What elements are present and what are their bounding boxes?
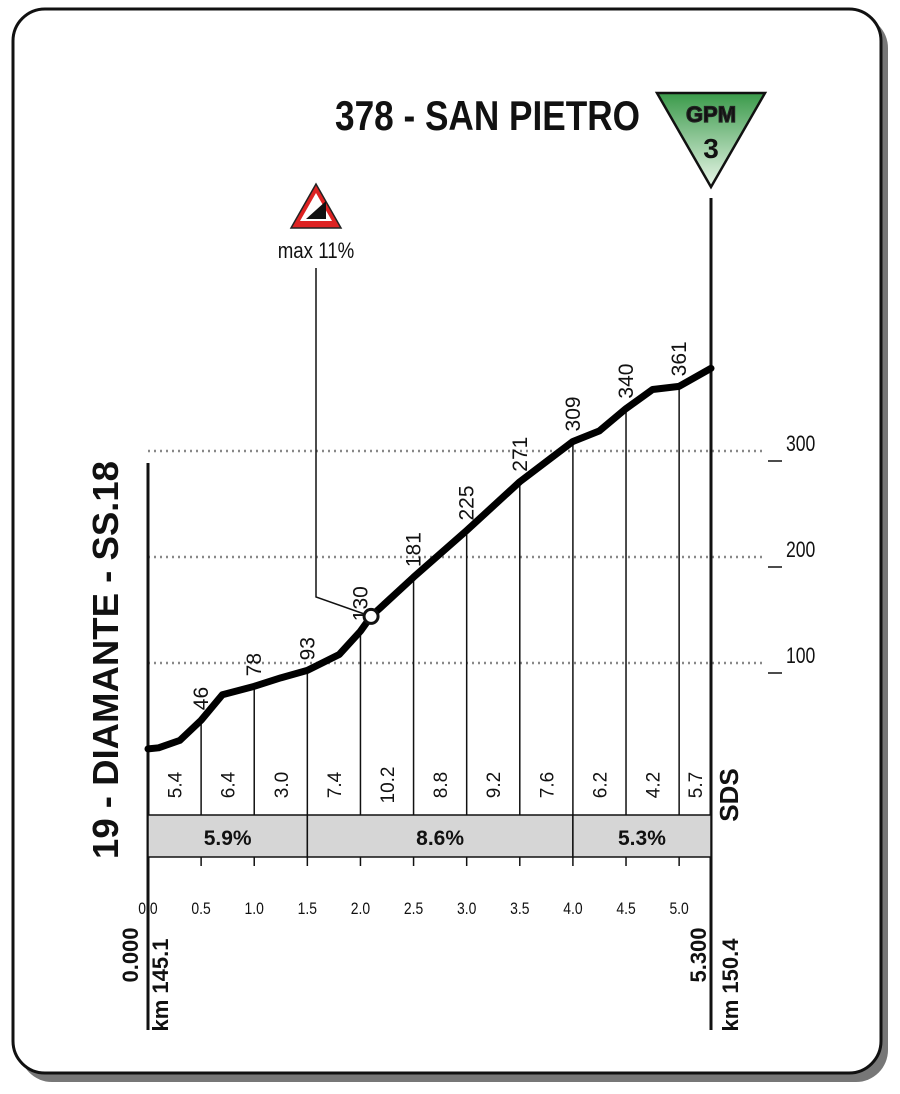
x-tick-label: 5.0 — [669, 900, 689, 919]
annotation-label: max 11% — [278, 240, 355, 264]
gradient-label: 4.2 — [644, 772, 665, 798]
gradient-label: 6.2 — [590, 772, 611, 798]
badge-bottom: 3 — [703, 133, 719, 164]
y-tick-label: 300 — [786, 432, 815, 456]
elevation-label: 309 — [562, 396, 585, 431]
elevation-label: 225 — [456, 485, 479, 520]
x-tick-label: 4.5 — [616, 900, 635, 919]
gradient-label: 10.2 — [378, 767, 399, 804]
x-tick-label: 0.0 — [138, 900, 158, 919]
elevation-label: 340 — [615, 364, 638, 399]
annotation-marker — [362, 607, 380, 625]
gradient-label: 5.7 — [686, 772, 707, 798]
elevation-label: 181 — [403, 532, 426, 567]
x-tick-label: 2.0 — [351, 900, 371, 919]
elevation-label: 93 — [296, 637, 319, 660]
x-tick-label: 3.5 — [510, 900, 529, 919]
gradient-label: 8.8 — [431, 772, 452, 798]
section-band — [572, 814, 712, 858]
section-label: 5.3% — [618, 827, 666, 850]
warning-slope — [306, 201, 326, 219]
gpm-badge — [654, 91, 768, 190]
y-tick-label: 200 — [786, 538, 815, 562]
end-km: km 150.4 — [718, 938, 743, 1032]
gradient-label: 6.4 — [219, 771, 240, 798]
annotation-leader — [315, 268, 372, 618]
end-distance: 5.300 — [686, 927, 711, 982]
start-label: 19 - DIAMANTE - SS.18 — [85, 461, 126, 859]
elevation-label: 46 — [190, 687, 213, 710]
section-label: 8.6% — [416, 827, 464, 850]
elevation-label: 78 — [243, 653, 266, 676]
start-distance: 0.000 — [118, 927, 143, 982]
x-tick-label: 1.0 — [245, 900, 265, 919]
x-tick-label: 2.5 — [404, 900, 423, 919]
x-tick-label: 1.5 — [298, 900, 317, 919]
x-tick-label: 0.5 — [191, 900, 210, 919]
start-km: km 145.1 — [148, 939, 173, 1032]
elevation-label: 361 — [668, 341, 691, 376]
section-band — [147, 814, 309, 858]
elevation-label: 271 — [509, 437, 532, 472]
logo: SDS — [714, 768, 744, 821]
y-tick-label: 100 — [786, 644, 815, 668]
section-label: 5.9% — [204, 827, 252, 850]
badge-top: GPM — [686, 102, 736, 127]
gradient-label: 7.6 — [537, 772, 558, 798]
x-tick-label: 3.0 — [457, 900, 477, 919]
x-tick-label: 4.0 — [563, 900, 583, 919]
gradient-label: 3.0 — [272, 772, 293, 798]
gradient-label: 9.2 — [484, 772, 505, 798]
chart-title: 378 - SAN PIETRO — [335, 92, 640, 139]
gradient-label: 5.4 — [166, 771, 187, 798]
gradient-label: 7.4 — [325, 771, 346, 798]
card — [11, 7, 883, 1075]
profile-line — [144, 364, 715, 753]
